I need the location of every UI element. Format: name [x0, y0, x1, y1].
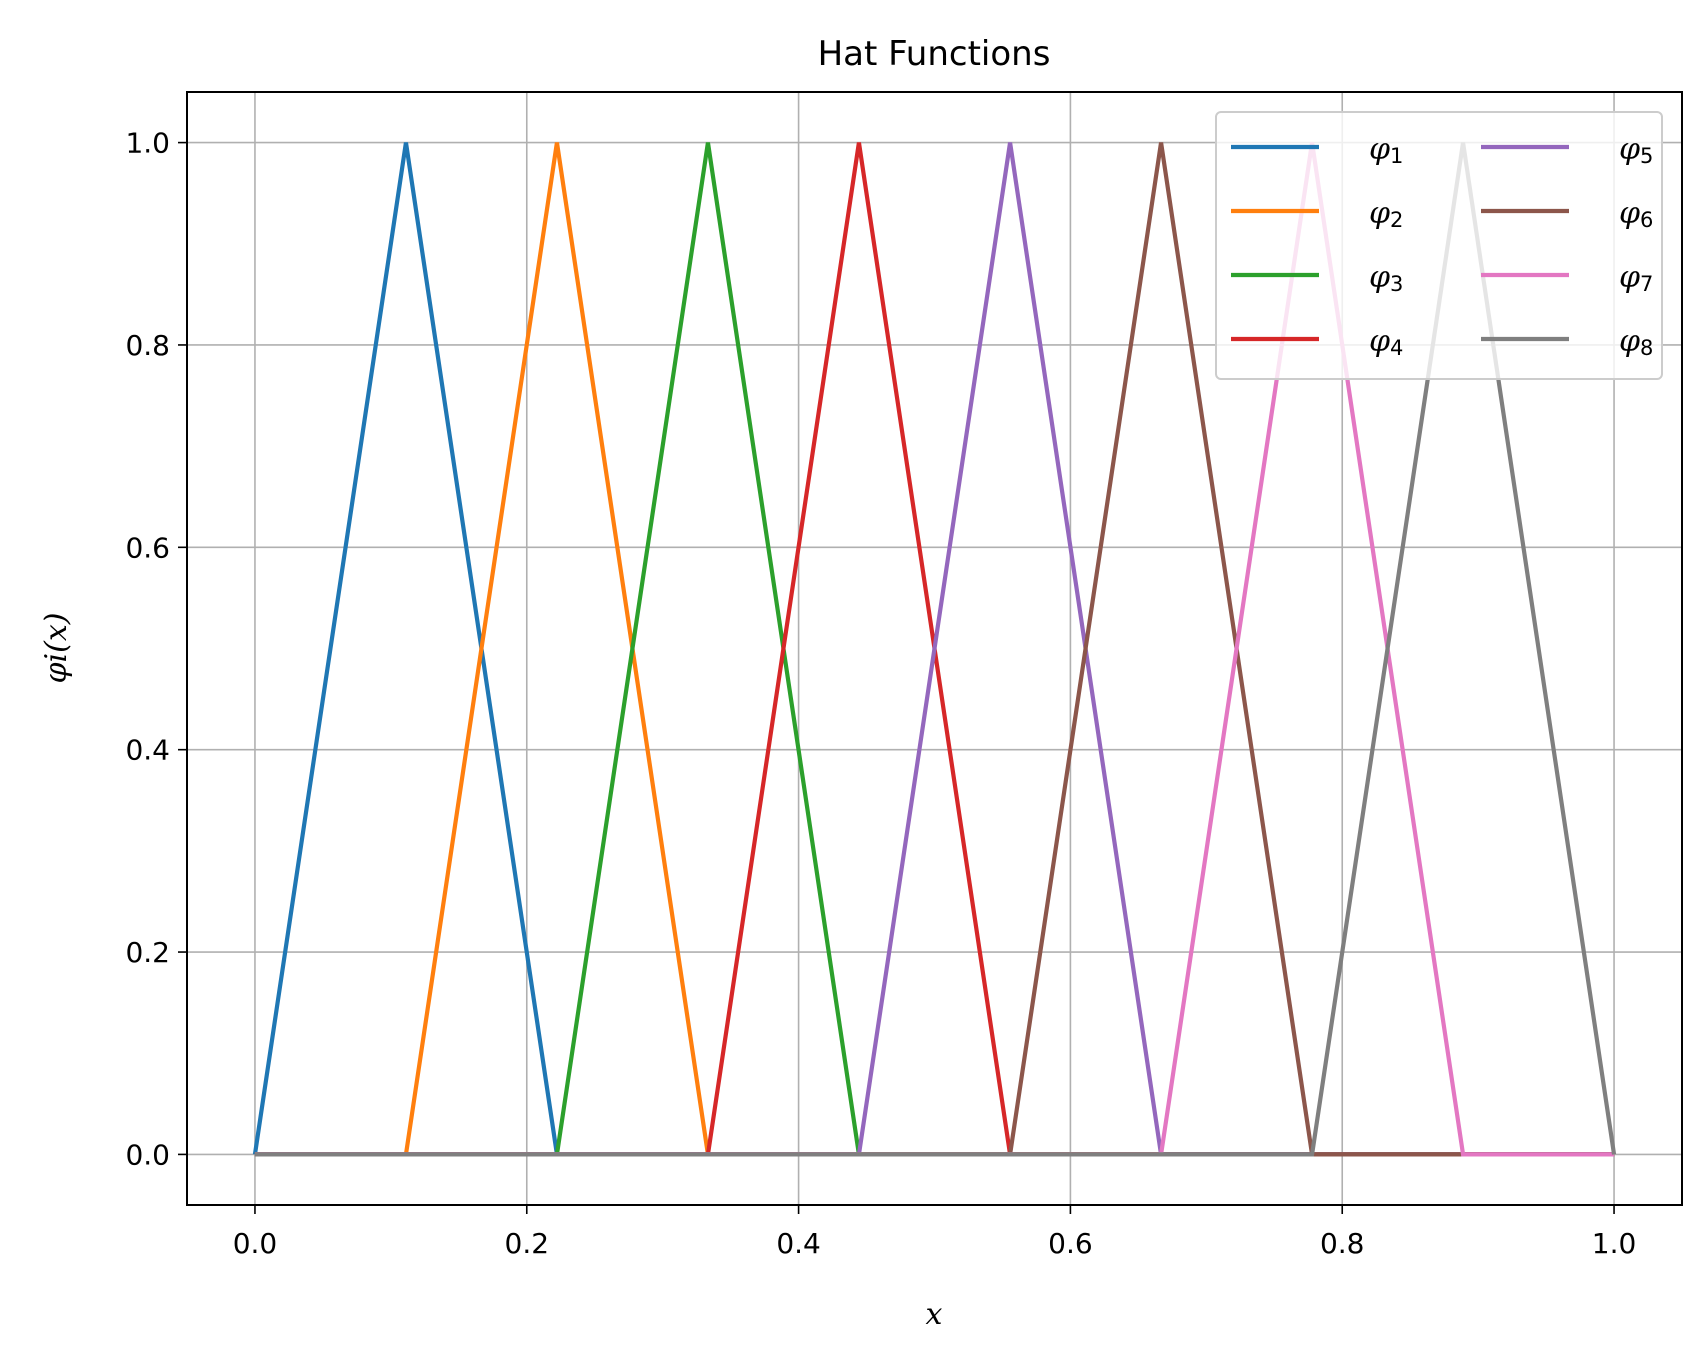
x-tick-label: 1.0: [1592, 1227, 1637, 1260]
y-tick-label: 0.2: [125, 936, 170, 969]
legend-label: φ7: [1619, 260, 1653, 296]
x-tick-label: 0.2: [505, 1227, 550, 1260]
legend-label: φ3: [1369, 260, 1403, 296]
legend-box: [1215, 111, 1663, 380]
x-axis-label: x: [926, 1297, 943, 1332]
legend-label: φ5: [1619, 132, 1653, 168]
ticks-group: 0.0 0.2 0.4 0.6 0.8 1.0 0.0 0.2 0.4 0.6 0.8 1.0: [125, 127, 1636, 1260]
x-tick-label: 0.0: [233, 1227, 278, 1260]
x-tick-label: 0.6: [1048, 1227, 1093, 1260]
legend-label: φ8: [1619, 324, 1653, 360]
legend-label: φ2: [1369, 196, 1403, 232]
y-tick-label: 0.8: [125, 329, 170, 362]
legend: φ1 φ2 φ3 φ4 φ5 φ6 φ7 φ8: [1215, 111, 1663, 380]
legend-label: φ4: [1369, 324, 1403, 360]
series-line-8: [254, 142, 1617, 1157]
y-tick-label: 0.6: [125, 531, 170, 564]
y-tick-label: 0.4: [125, 734, 170, 767]
y-tick-label: 1.0: [125, 127, 170, 160]
x-tick-label: 0.8: [1320, 1227, 1365, 1260]
chart-title: Hat Functions: [818, 34, 1051, 74]
axes-frame: [186, 91, 1683, 1206]
y-axis-label: φi(x): [39, 613, 74, 684]
y-tick-label: 0.0: [125, 1138, 170, 1171]
legend-label: φ6: [1619, 196, 1653, 232]
series-group: [252, 142, 1617, 1157]
legend-label: φ1: [1369, 132, 1403, 168]
x-tick-label: 0.4: [776, 1227, 821, 1260]
